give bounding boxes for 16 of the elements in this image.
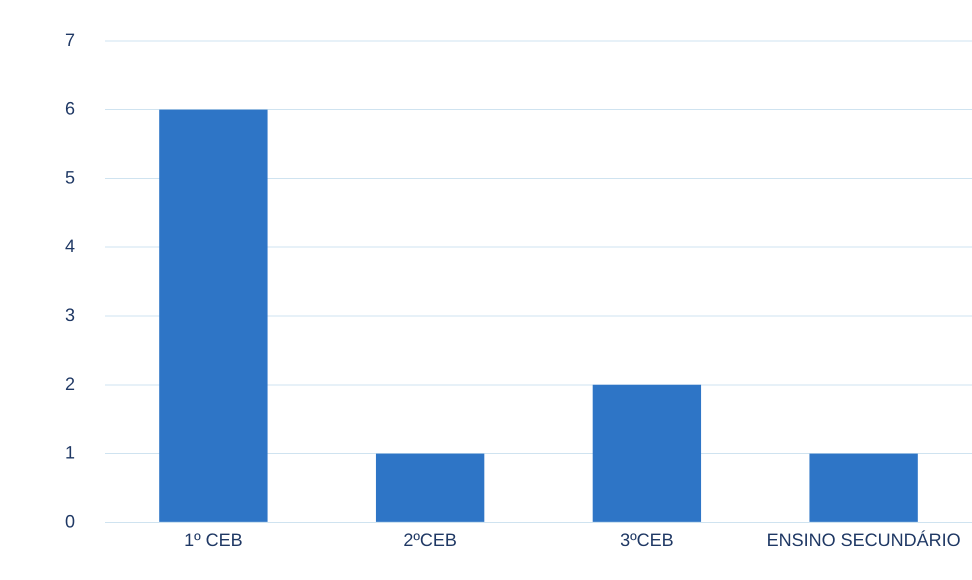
bar <box>159 110 268 522</box>
y-tick-label: 7 <box>64 30 76 50</box>
y-tick-label: 4 <box>64 236 76 256</box>
y-tick-label: 6 <box>64 98 76 119</box>
y-tick-label: 1 <box>64 442 76 463</box>
bar <box>809 454 918 522</box>
y-tick-label: 2 <box>64 374 76 394</box>
bar <box>376 454 484 522</box>
y-tick-label: 0 <box>64 511 76 532</box>
x-tick-label: 1º CEB <box>184 530 243 550</box>
x-tick-label: 2ºCEB <box>403 530 457 550</box>
x-tick-label: 3ºCEB <box>620 530 674 550</box>
bar <box>592 384 702 522</box>
x-tick-label: ENSINO SECUNDÁRIO <box>766 530 961 550</box>
y-tick-label: 3 <box>64 304 76 325</box>
y-tick-label: 5 <box>64 167 76 188</box>
